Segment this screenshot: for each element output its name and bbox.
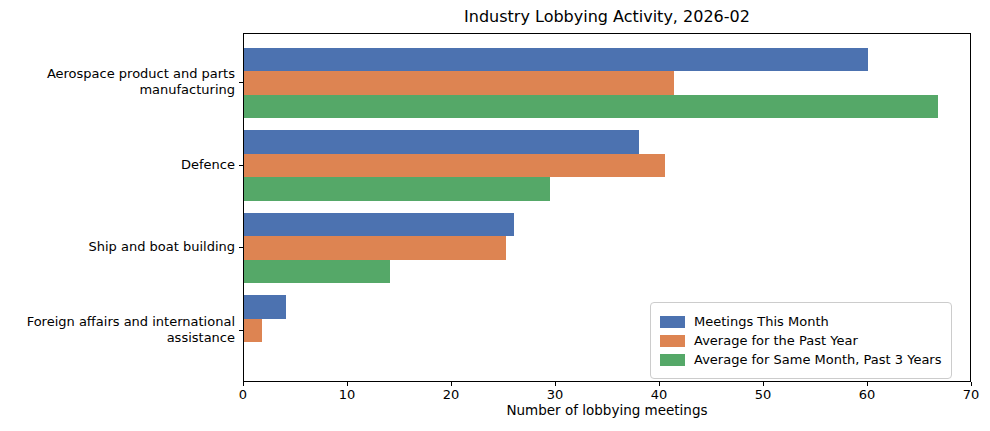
- bar-past-year: [244, 236, 506, 259]
- x-axis-tick: [555, 382, 556, 386]
- y-axis-tick: [239, 330, 243, 331]
- y-axis-tick: [239, 247, 243, 248]
- y-tick-label: Aerospace product and parts manufacturin…: [0, 66, 235, 98]
- y-tick-label: Ship and boat building: [0, 239, 235, 255]
- x-axis-tick: [971, 382, 972, 386]
- y-axis-tick: [239, 165, 243, 166]
- bar-past-year: [244, 319, 262, 342]
- x-tick-label: 20: [431, 387, 471, 402]
- legend-item: Average for Same Month, Past 3 Years: [660, 352, 941, 367]
- x-axis-tick: [659, 382, 660, 386]
- legend-item: Meetings This Month: [660, 314, 941, 329]
- legend-label: Average for the Past Year: [694, 333, 858, 348]
- x-axis-tick: [451, 382, 452, 386]
- y-tick-label: Foreign affairs and international assist…: [0, 314, 235, 346]
- x-axis-label: Number of lobbying meetings: [243, 402, 971, 418]
- bar-this-month: [244, 48, 868, 71]
- bar-this-month: [244, 213, 514, 236]
- legend-item: Average for the Past Year: [660, 333, 941, 348]
- x-tick-label: 60: [847, 387, 887, 402]
- x-axis-tick: [243, 382, 244, 386]
- x-tick-label: 50: [743, 387, 783, 402]
- bar-this-month: [244, 130, 639, 153]
- chart-title: Industry Lobbying Activity, 2026-02: [243, 7, 971, 26]
- y-axis-tick: [239, 82, 243, 83]
- bar-past-3-years: [244, 260, 390, 283]
- bar-past-year: [244, 71, 674, 94]
- bar-past-3-years: [244, 95, 938, 118]
- lobbying-bar-chart-figure: Industry Lobbying Activity, 2026-02 Aero…: [0, 0, 990, 431]
- x-tick-label: 40: [639, 387, 679, 402]
- bar-this-month: [244, 295, 286, 318]
- legend-label: Meetings This Month: [694, 314, 829, 329]
- x-axis-tick: [347, 382, 348, 386]
- legend-swatch: [660, 335, 685, 347]
- legend: Meetings This Month Average for the Past …: [650, 302, 952, 379]
- x-tick-label: 70: [951, 387, 990, 402]
- legend-label: Average for Same Month, Past 3 Years: [694, 352, 941, 367]
- legend-swatch: [660, 354, 685, 366]
- x-tick-label: 0: [223, 387, 263, 402]
- x-axis-tick: [867, 382, 868, 386]
- legend-swatch: [660, 316, 685, 328]
- y-tick-label: Defence: [0, 157, 235, 173]
- x-tick-label: 30: [535, 387, 575, 402]
- x-axis-tick: [763, 382, 764, 386]
- x-tick-label: 10: [327, 387, 367, 402]
- bar-past-year: [244, 154, 665, 177]
- bar-past-3-years: [244, 177, 550, 200]
